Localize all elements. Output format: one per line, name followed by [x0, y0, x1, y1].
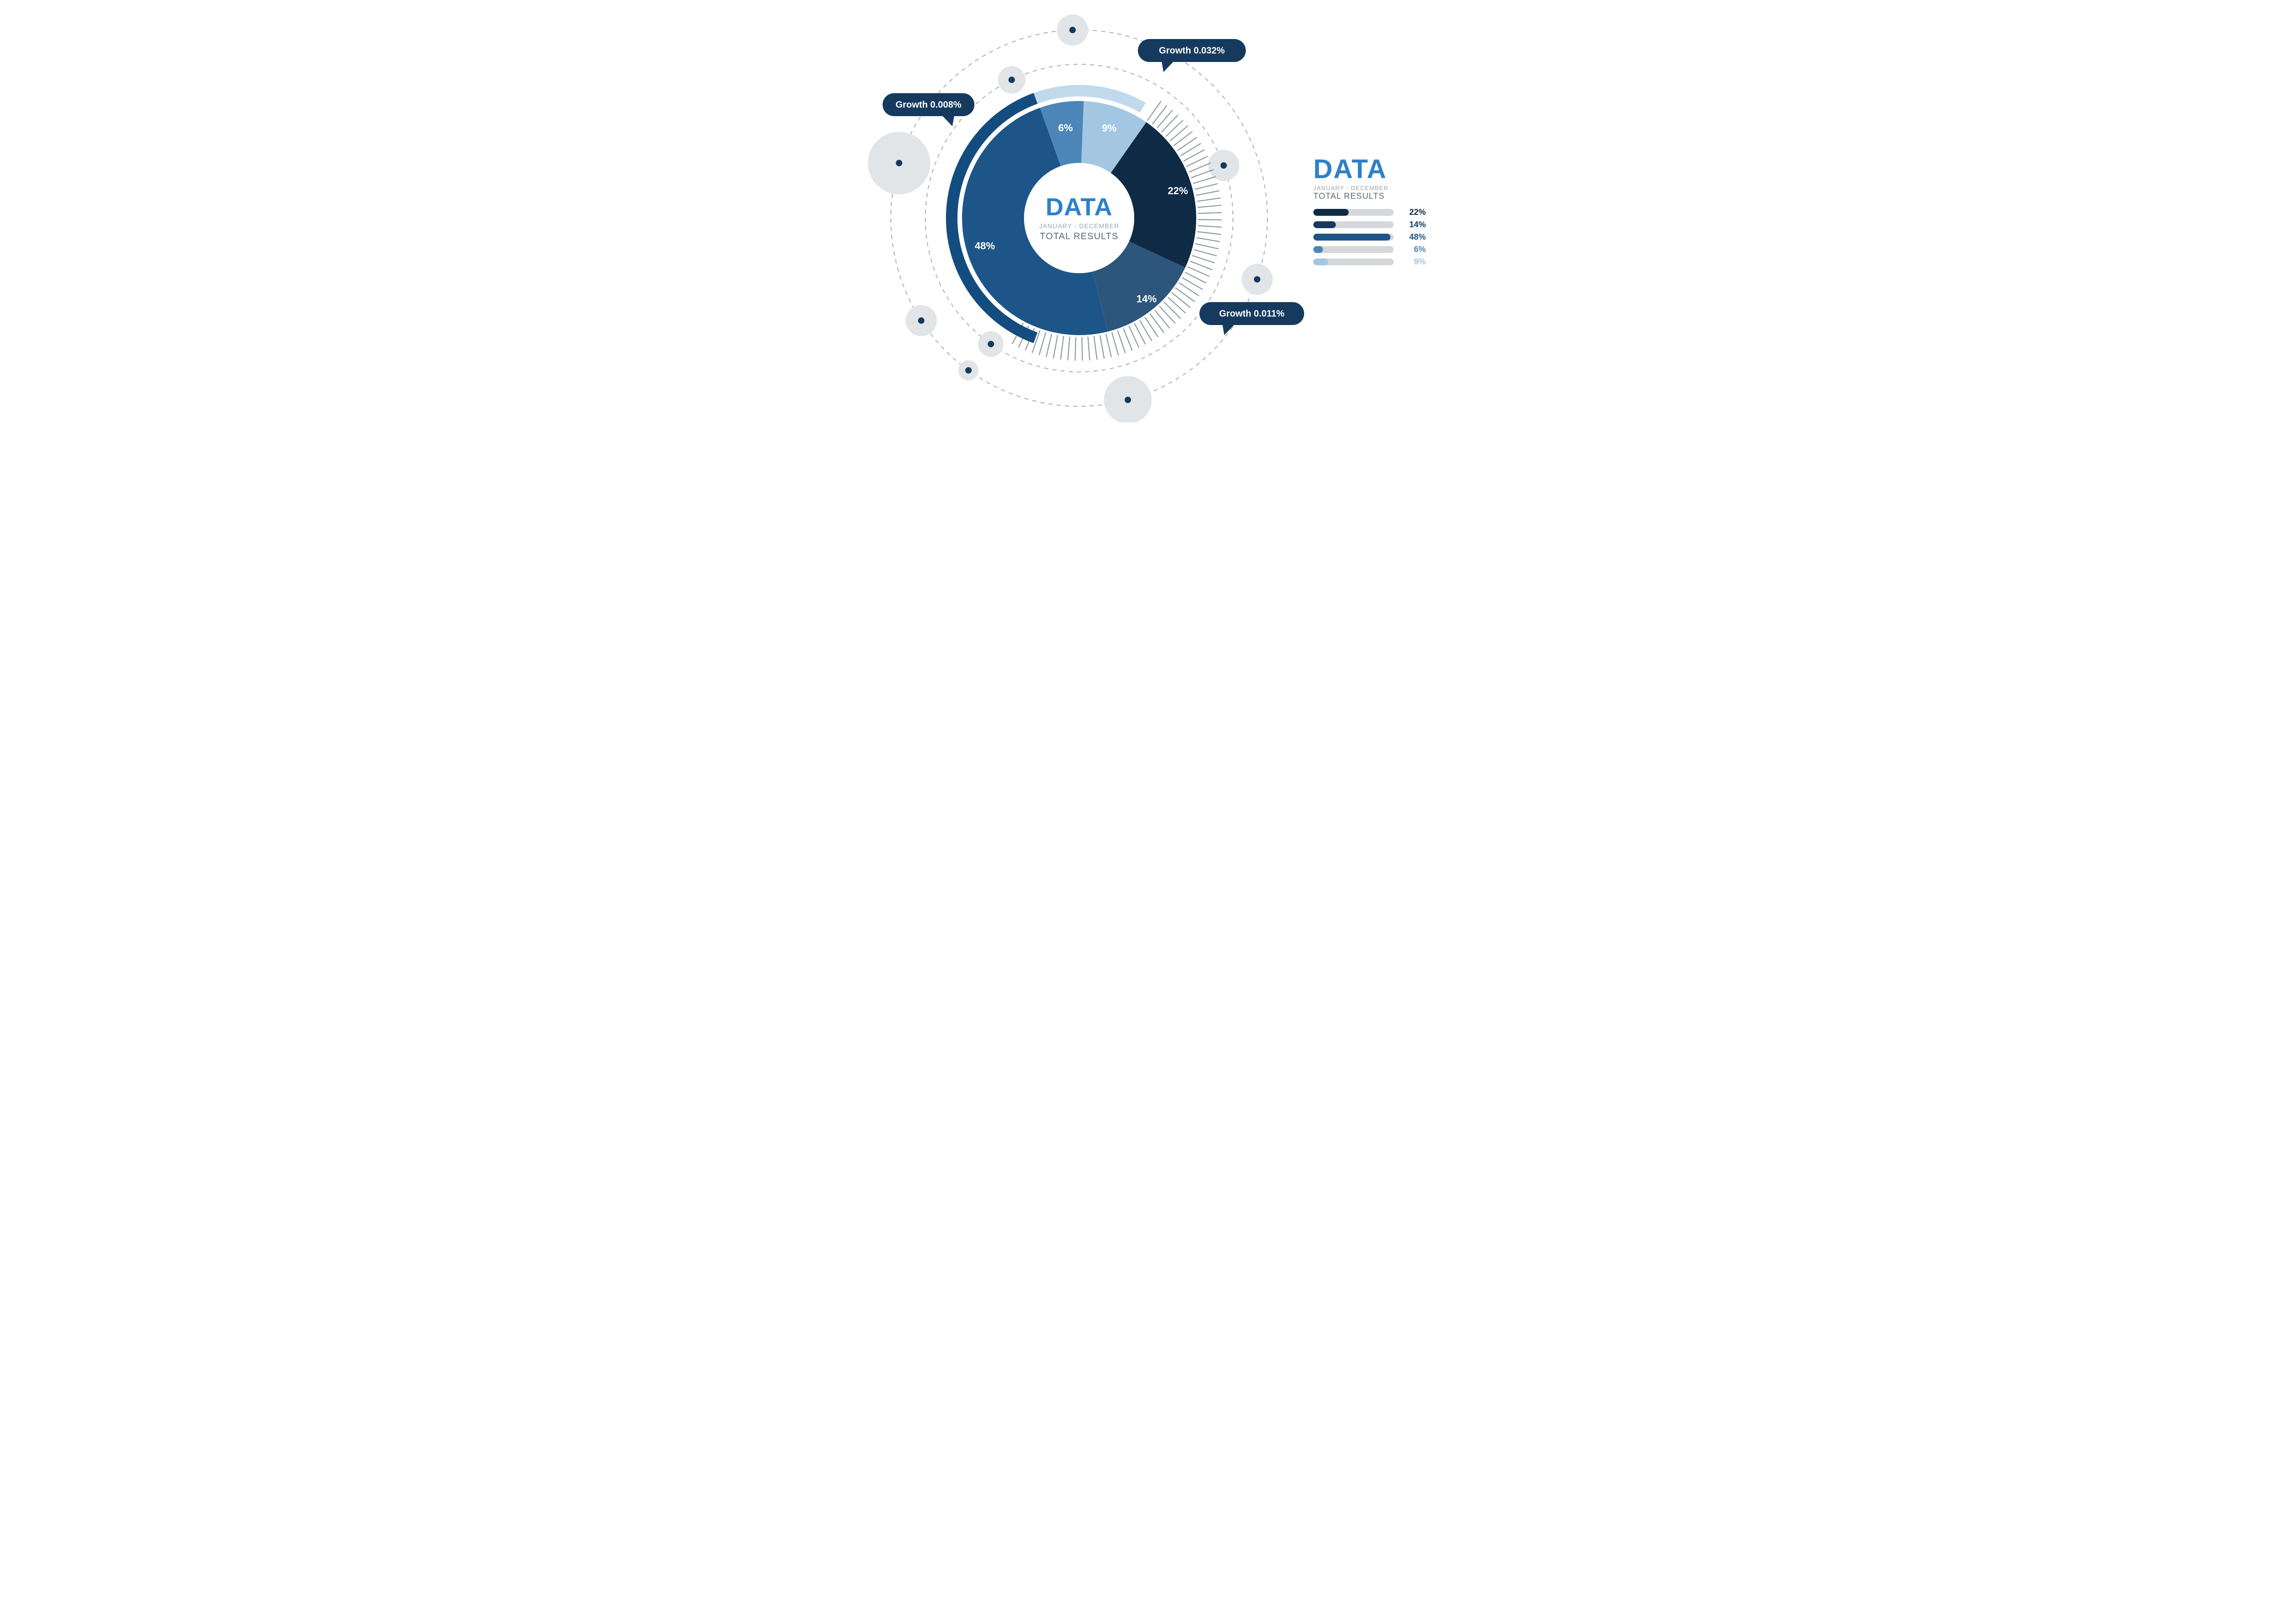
legend-bar-track-3 — [1313, 246, 1394, 253]
legend-subtitle1: JANUARY - DECEMBER — [1313, 185, 1426, 191]
tick — [1193, 256, 1214, 263]
tick — [1112, 333, 1119, 355]
legend-value-4: 9% — [1400, 257, 1426, 267]
legend-title: DATA — [1313, 154, 1426, 185]
tick — [1145, 318, 1158, 337]
orbit-node-dot-6 — [965, 367, 972, 374]
slice-label-0: 22% — [1168, 185, 1188, 196]
tick — [1053, 336, 1058, 358]
tick — [1046, 334, 1052, 357]
tick — [1166, 121, 1182, 136]
tick — [1198, 205, 1221, 207]
callout-tail-2 — [1222, 325, 1234, 335]
tick — [1176, 288, 1195, 301]
chart-title: DATA — [1046, 193, 1113, 221]
tick — [1159, 306, 1175, 323]
tick — [1168, 297, 1185, 313]
legend-row-4: 9% — [1313, 257, 1426, 267]
tick — [1196, 191, 1219, 196]
legend-value-0: 22% — [1400, 208, 1426, 217]
donut-chart: 22% 14% 48% 6% 9% DATAJANUARY - DECEMBERTOTAL… — [962, 101, 1196, 335]
tick — [1193, 177, 1216, 184]
legend-value-1: 14% — [1400, 220, 1426, 230]
legend-bar-fill-4 — [1313, 258, 1328, 265]
tick — [1068, 337, 1069, 360]
orbit-node-dot-4 — [1125, 397, 1131, 403]
legend-row-0: 22% — [1313, 208, 1426, 217]
tick — [1162, 115, 1178, 132]
tick — [1170, 126, 1187, 140]
orbit-node-dot-5 — [988, 341, 994, 347]
legend-row-2: 48% — [1313, 232, 1426, 242]
tick — [1118, 331, 1125, 353]
orbit-node-dot-7 — [918, 317, 924, 324]
tick — [1189, 163, 1210, 172]
legend-row-3: 6% — [1313, 245, 1426, 254]
tick — [1061, 337, 1064, 359]
tick — [1148, 101, 1161, 120]
callout-tail-1 — [942, 116, 954, 126]
tick — [1039, 333, 1046, 355]
callout-tail-0 — [1162, 62, 1174, 72]
legend-bars: 22% 14% 48% 6% 9% — [1313, 208, 1426, 267]
tick — [1155, 310, 1170, 328]
slice-label-1: 14% — [1137, 293, 1157, 305]
slice-label-2: 48% — [975, 240, 995, 252]
tick — [1100, 336, 1104, 358]
legend-value-3: 6% — [1400, 245, 1426, 254]
tick — [1106, 334, 1111, 357]
tick — [1094, 337, 1097, 359]
legend-subtitle2: TOTAL RESULTS — [1313, 191, 1426, 201]
orbit-node-dot-2 — [1221, 162, 1227, 168]
tick — [1150, 314, 1164, 332]
tick — [1194, 250, 1216, 256]
legend-bar-track-0 — [1313, 209, 1394, 216]
legend-row-1: 14% — [1313, 220, 1426, 230]
callout-text-0: Growth 0.032% — [1159, 45, 1225, 56]
tick — [1174, 132, 1193, 146]
orbit-node-dot-8 — [896, 160, 902, 166]
slice-label-4: 9% — [1102, 123, 1117, 134]
orbit-node-dot-0 — [1069, 27, 1076, 33]
tick — [1197, 238, 1219, 241]
legend-panel: DATA JANUARY - DECEMBER TOTAL RESULTS 22… — [1313, 154, 1426, 269]
tick — [1198, 226, 1221, 227]
legend-value-2: 48% — [1400, 232, 1426, 242]
tick — [1124, 329, 1132, 350]
tick — [1196, 244, 1218, 249]
tick — [1177, 138, 1196, 151]
tick — [1197, 198, 1220, 201]
chart-subtitle2: TOTAL RESULTS — [1040, 231, 1118, 241]
legend-bar-track-1 — [1313, 221, 1394, 228]
tick — [1195, 184, 1217, 189]
legend-bar-track-4 — [1313, 258, 1394, 265]
callout-text-2: Growth 0.011% — [1219, 309, 1284, 319]
tick — [1192, 170, 1213, 178]
slice-label-3: 6% — [1058, 122, 1073, 134]
orbit-node-dot-3 — [1254, 276, 1261, 282]
tick — [1157, 111, 1172, 128]
tick — [1172, 293, 1190, 307]
infographic-canvas: 22%14%48%6%9%DATAJANUARY - DECEMBERTOTAL… — [850, 0, 1446, 422]
tick — [1153, 106, 1167, 123]
legend-bar-fill-2 — [1313, 234, 1390, 241]
tick — [1164, 302, 1181, 318]
legend-bar-fill-3 — [1313, 246, 1323, 253]
tick — [1088, 337, 1090, 360]
legend-bar-fill-1 — [1313, 221, 1336, 228]
orbit-node-dot-1 — [1008, 77, 1015, 83]
tick — [1190, 261, 1212, 269]
tick — [1199, 219, 1221, 220]
chart-subtitle1: JANUARY - DECEMBER — [1039, 222, 1120, 230]
callout-text-1: Growth 0.008% — [895, 100, 962, 110]
legend-bar-fill-0 — [1313, 209, 1349, 216]
legend-bar-track-2 — [1313, 234, 1394, 241]
tick — [1198, 232, 1221, 235]
